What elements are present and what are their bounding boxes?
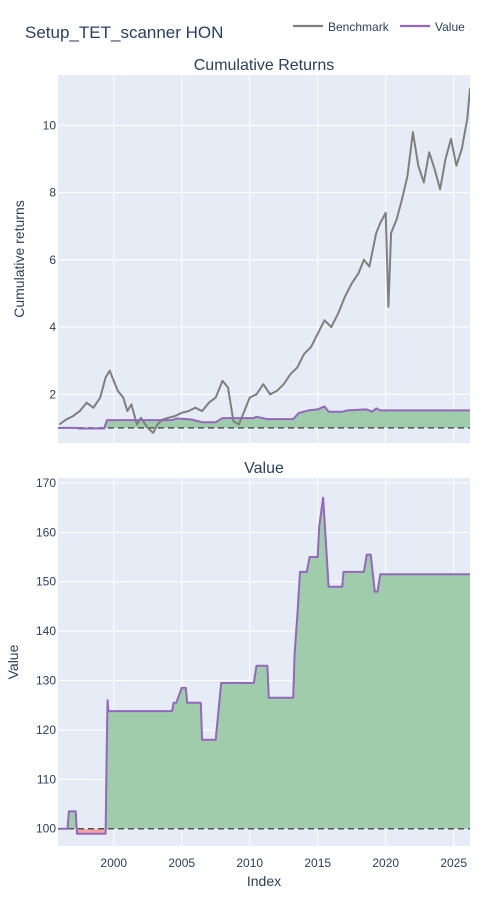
y-tick-label: 8 (49, 186, 56, 200)
plot-marks (58, 496, 470, 835)
plot-area (58, 75, 470, 443)
series-line-value[interactable] (59, 496, 470, 835)
legend-label-value: Value (435, 20, 465, 34)
x-tick-label: 2000 (100, 856, 127, 870)
y-tick-label: 110 (37, 772, 56, 786)
y-tick-label: 120 (36, 723, 56, 737)
y-tick-label: 100 (36, 822, 56, 836)
y-tick-label: 150 (36, 575, 56, 589)
series-line-value[interactable] (59, 405, 470, 430)
y-tick-label: 140 (36, 624, 56, 638)
x-axis-label: Index (247, 873, 281, 889)
positive-area (59, 406, 470, 428)
y-tick-label: 130 (36, 674, 56, 688)
value-panel[interactable]: 2000 2005 2010 2015 2020 2025 100 110 120 130 140 1… (5, 460, 470, 870)
panel-title: Value (244, 460, 284, 477)
y-axis-label: Cumulative returns (11, 200, 27, 318)
y-tick-label: 10 (43, 118, 57, 132)
positive-area (59, 497, 470, 829)
y-tick-label: 160 (36, 525, 56, 539)
panel-title: Cumulative Returns (194, 57, 335, 74)
x-tick-label: 2010 (236, 856, 263, 870)
x-tick-label: 2025 (440, 856, 467, 870)
x-tick-label: 2015 (304, 856, 331, 870)
y-tick-label: 2 (49, 387, 56, 401)
legend-label-benchmark: Benchmark (328, 20, 390, 34)
series-line-benchmark[interactable] (58, 88, 470, 434)
figure-title: Setup_TET_scanner HON (25, 23, 223, 42)
y-axis-label: Value (5, 644, 21, 679)
x-tick-label: 2005 (168, 856, 195, 870)
cumulative-returns-panel[interactable]: 2 4 6 8 10 Cumulative Returns Cumulative retur… (11, 57, 470, 443)
y-tick-label: 6 (49, 253, 56, 267)
legend[interactable]: Benchmark Value (293, 20, 465, 34)
x-tick-label: 2020 (372, 856, 399, 870)
plot-marks (58, 88, 470, 434)
y-tick-label: 170 (36, 476, 56, 490)
y-tick-label: 4 (49, 320, 56, 334)
